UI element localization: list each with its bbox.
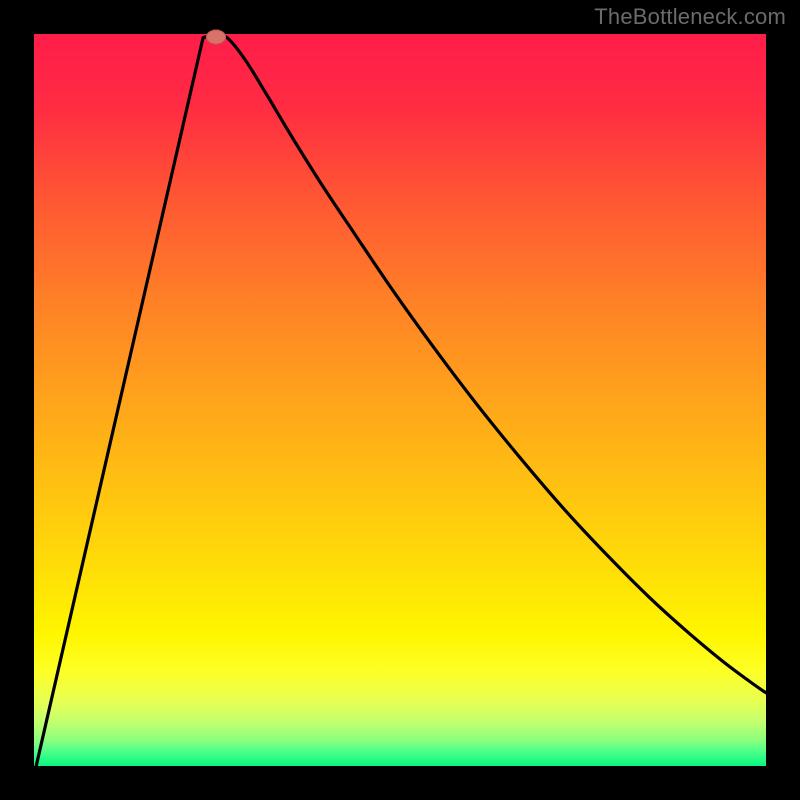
plot-area bbox=[34, 34, 766, 766]
bottleneck-marker bbox=[206, 29, 226, 44]
watermark-text: TheBottleneck.com bbox=[594, 4, 786, 30]
gradient-backdrop bbox=[34, 34, 766, 766]
